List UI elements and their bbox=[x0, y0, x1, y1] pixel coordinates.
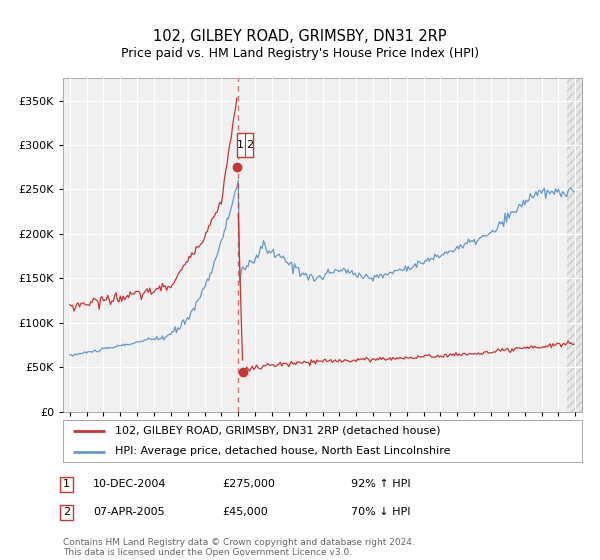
Bar bbox=[567, 78, 582, 412]
Text: 2: 2 bbox=[245, 140, 253, 150]
Text: 70% ↓ HPI: 70% ↓ HPI bbox=[351, 507, 410, 517]
Text: Contains HM Land Registry data © Crown copyright and database right 2024.
This d: Contains HM Land Registry data © Crown c… bbox=[63, 538, 415, 557]
Text: 07-APR-2005: 07-APR-2005 bbox=[93, 507, 164, 517]
Text: Price paid vs. HM Land Registry's House Price Index (HPI): Price paid vs. HM Land Registry's House … bbox=[121, 46, 479, 60]
Text: 102, GILBEY ROAD, GRIMSBY, DN31 2RP: 102, GILBEY ROAD, GRIMSBY, DN31 2RP bbox=[153, 29, 447, 44]
Text: 102, GILBEY ROAD, GRIMSBY, DN31 2RP (detached house): 102, GILBEY ROAD, GRIMSBY, DN31 2RP (det… bbox=[115, 426, 440, 436]
Text: 1: 1 bbox=[63, 479, 70, 489]
Text: £45,000: £45,000 bbox=[222, 507, 268, 517]
Text: HPI: Average price, detached house, North East Lincolnshire: HPI: Average price, detached house, Nort… bbox=[115, 446, 451, 456]
Text: 1: 1 bbox=[237, 140, 244, 150]
Text: 92% ↑ HPI: 92% ↑ HPI bbox=[351, 479, 410, 489]
Bar bbox=[236, 133, 253, 157]
Text: 2: 2 bbox=[63, 507, 70, 517]
Text: 10-DEC-2004: 10-DEC-2004 bbox=[93, 479, 167, 489]
Text: £275,000: £275,000 bbox=[222, 479, 275, 489]
Bar bbox=[567, 78, 582, 412]
